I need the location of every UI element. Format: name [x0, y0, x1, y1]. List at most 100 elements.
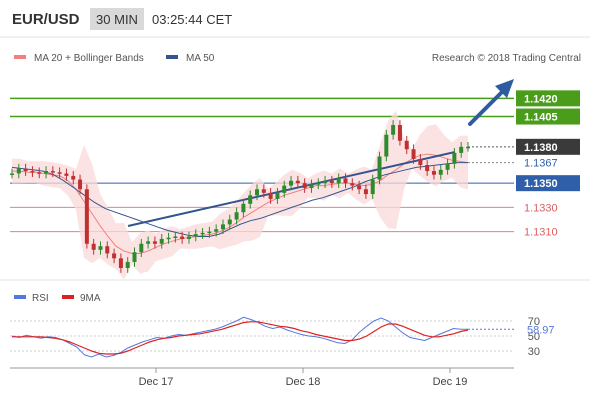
- rsi-tick-label: 50: [528, 331, 540, 343]
- candle-body: [404, 140, 409, 150]
- candle-body: [166, 237, 171, 240]
- candle-body: [186, 236, 191, 239]
- candle-body: [193, 234, 198, 237]
- candle-body: [180, 236, 185, 239]
- projection-arrow-shaft: [468, 88, 506, 126]
- rsi-legend-label: RSI: [32, 293, 49, 304]
- price-level-labels: 1.1420 1.1405 1.1380 1.1367 1.1350 1.1330 1.13…: [516, 90, 580, 239]
- bollinger-legend-label: MA 20 + Bollinger Bands: [34, 53, 144, 64]
- candle-body: [289, 180, 294, 186]
- level-label-1.1380: 1.1380: [524, 142, 558, 154]
- candle-body: [241, 203, 246, 213]
- x-tick-label: Dec 19: [433, 376, 468, 388]
- candle-body: [343, 178, 348, 184]
- candle-body: [275, 192, 280, 199]
- candle-body: [438, 169, 443, 175]
- rsi-chart: 70 50 30 58.97: [10, 316, 555, 358]
- candle-body: [10, 173, 14, 175]
- candle-body: [227, 219, 232, 225]
- candle-body: [391, 125, 396, 135]
- candle-body: [282, 185, 287, 193]
- candle-body: [132, 252, 137, 262]
- candle-body: [336, 178, 341, 184]
- level-badge-1.1420: [516, 90, 580, 107]
- bollinger-legend-swatch: [14, 55, 26, 59]
- candle-body: [173, 236, 178, 238]
- candle-body: [44, 171, 49, 174]
- candle-body: [445, 163, 450, 170]
- candle-body: [57, 172, 62, 174]
- candle-body: [384, 134, 389, 157]
- candle-body: [295, 180, 300, 184]
- candle-body: [357, 185, 362, 190]
- rsi-current-value: 58.97: [527, 324, 555, 336]
- projection-arrow-head: [495, 79, 514, 98]
- candle-body: [98, 246, 103, 250]
- timeframe-badge[interactable]: [90, 8, 144, 30]
- candle-body: [37, 172, 42, 174]
- candle-body: [30, 171, 35, 173]
- level-label-1.1350: 1.1350: [524, 178, 558, 190]
- research-label: Research © 2018 Trading Central: [432, 53, 581, 64]
- candle-body: [261, 189, 266, 193]
- candle-body: [255, 189, 260, 196]
- candle-body: [397, 125, 402, 141]
- rsi-ma-line: [12, 321, 469, 355]
- candle-body: [112, 253, 117, 259]
- candle-body: [268, 192, 273, 199]
- ma50-legend-swatch: [166, 55, 178, 59]
- candle-body: [411, 149, 416, 159]
- level-label-1.1310: 1.1310: [524, 227, 558, 239]
- level-badge-1.1350: [516, 175, 580, 192]
- symbol-label: EUR/USD: [12, 11, 80, 28]
- timeframe-label: 30 MIN: [96, 12, 138, 27]
- candle-body: [220, 224, 225, 230]
- candle-body: [234, 212, 239, 220]
- rsi-legend-swatch: [14, 295, 26, 299]
- rsi-ma-legend-label: 9MA: [80, 293, 101, 304]
- candle-body: [248, 195, 253, 204]
- candle-body: [207, 231, 212, 234]
- candle-body: [214, 229, 219, 232]
- level-label-1.1330: 1.1330: [524, 202, 558, 214]
- candle-body: [125, 261, 130, 268]
- candle-body: [452, 152, 457, 164]
- candle-body: [84, 189, 89, 244]
- x-tick-label: Dec 17: [139, 376, 174, 388]
- candle-body: [418, 158, 423, 165]
- candle-body: [370, 179, 375, 195]
- rsi-tick-label: 70: [528, 316, 540, 328]
- x-tick-label: Dec 18: [286, 376, 321, 388]
- x-axis-ticks: Dec 17 Dec 18 Dec 19: [139, 368, 468, 388]
- candle-body: [146, 241, 151, 244]
- candle-body: [309, 184, 314, 189]
- candle-body: [105, 246, 110, 254]
- rsi-tick-label: 30: [528, 346, 540, 358]
- candle-body: [466, 146, 470, 149]
- candle-body: [23, 168, 28, 172]
- level-badge-1.1380: [516, 138, 580, 155]
- level-label-1.1367: 1.1367: [524, 158, 558, 170]
- candle-body: [302, 183, 307, 189]
- candle-body: [78, 179, 83, 190]
- candle-body: [71, 175, 76, 180]
- candle-body: [316, 183, 321, 185]
- candle-body: [363, 189, 368, 195]
- candle-body: [200, 232, 205, 235]
- candle-body: [16, 168, 21, 174]
- bollinger-band: [12, 110, 468, 280]
- candle-body: [91, 243, 96, 250]
- candle-body: [329, 180, 334, 184]
- candle-body: [152, 241, 157, 244]
- candle-body: [139, 243, 144, 253]
- level-label-1.1420: 1.1420: [524, 93, 558, 105]
- candle-body: [377, 156, 382, 180]
- time-label: 03:25:44 CET: [152, 12, 232, 27]
- candle-body: [118, 258, 123, 268]
- level-label-1.1405: 1.1405: [524, 112, 558, 124]
- ma50-legend-label: MA 50: [186, 53, 215, 64]
- candle-body: [323, 180, 328, 184]
- candle-body: [159, 238, 164, 244]
- level-badge-1.1405: [516, 108, 580, 125]
